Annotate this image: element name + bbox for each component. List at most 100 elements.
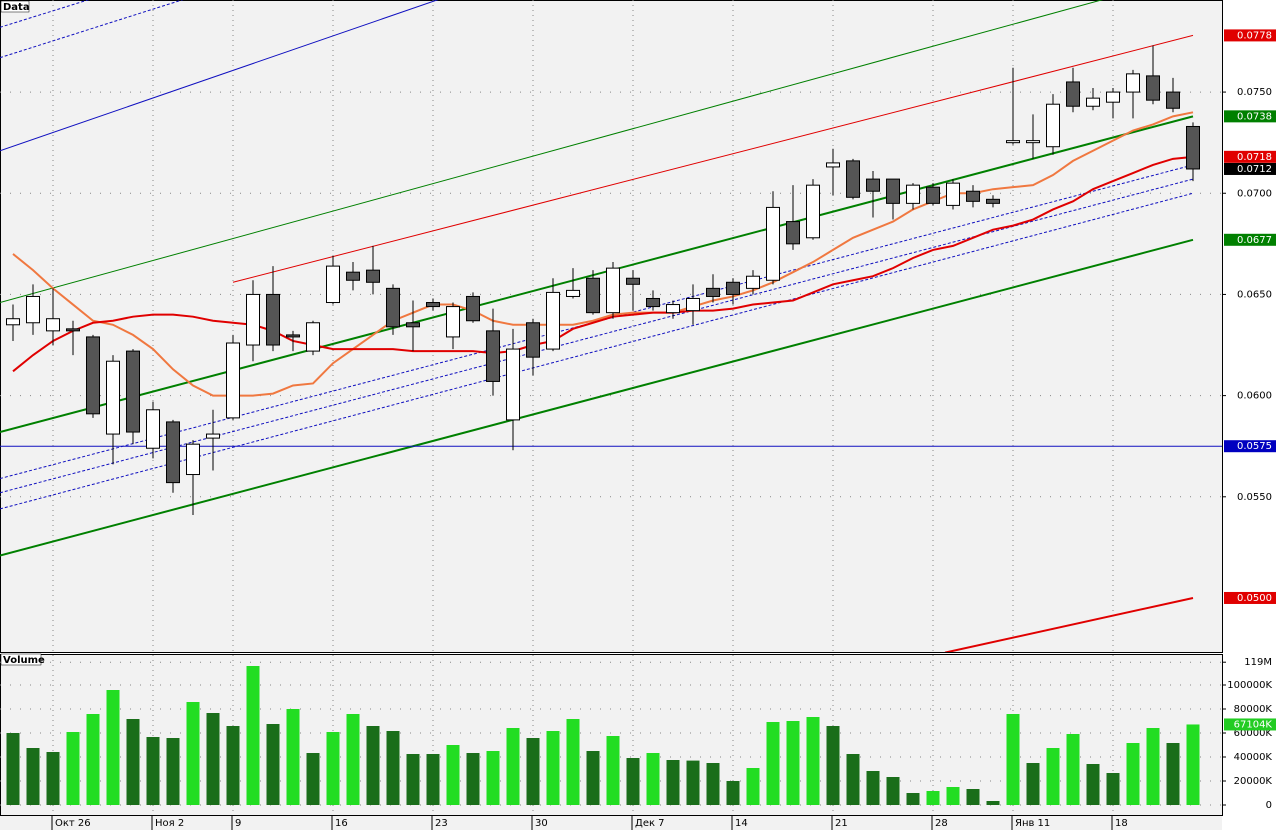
volume-bar xyxy=(846,754,860,806)
volume-bar xyxy=(946,787,960,806)
candle-body xyxy=(306,322,320,352)
candle-body xyxy=(1006,140,1020,144)
price-marker xyxy=(1224,162,1276,175)
y-tick-label: 20000K xyxy=(1234,776,1273,787)
candle-body xyxy=(66,328,80,332)
y-tick-label: 80000K xyxy=(1234,704,1273,715)
candle-body xyxy=(446,306,460,338)
volume-bar xyxy=(346,714,360,806)
x-tick-label: Янв 11 xyxy=(1015,818,1050,829)
volume-bar xyxy=(746,768,760,806)
volume-bar xyxy=(1106,772,1120,806)
trend-line xyxy=(0,0,1104,304)
volume-bar xyxy=(206,712,220,806)
volume-bar xyxy=(406,754,420,806)
price-marker-label: 0.0738 xyxy=(1237,111,1272,122)
volume-bar xyxy=(906,793,920,806)
price-marker xyxy=(1224,110,1276,123)
volume-bar xyxy=(966,789,980,806)
volume-bar xyxy=(106,690,120,806)
pane-title-box xyxy=(0,653,42,666)
candle-body xyxy=(526,322,540,358)
volume-bar xyxy=(526,738,540,806)
volume-bar xyxy=(1086,763,1100,806)
pane-title-box xyxy=(0,0,30,13)
candle-body xyxy=(386,287,400,328)
candle-body xyxy=(646,297,660,308)
candle-body xyxy=(1146,75,1160,101)
candle-body xyxy=(346,271,360,281)
price-marker xyxy=(1224,718,1276,731)
candle-body xyxy=(806,184,820,239)
candle-body xyxy=(686,297,700,312)
volume-bar xyxy=(1006,714,1020,806)
x-tick-label: 14 xyxy=(735,818,748,829)
volume-bar xyxy=(1186,724,1200,806)
price-marker xyxy=(1224,591,1276,604)
price-marker xyxy=(1224,440,1276,453)
volume-bar xyxy=(1066,733,1080,806)
volume-bar xyxy=(286,709,300,806)
candle-body xyxy=(286,334,300,338)
candle-body xyxy=(606,267,620,314)
volume-bar xyxy=(246,666,260,806)
volume-bar xyxy=(146,736,160,806)
x-tick-label: Дек 7 xyxy=(635,818,665,829)
candle-body xyxy=(46,318,60,332)
candle-body xyxy=(266,293,280,346)
x-tick-label: 18 xyxy=(1115,818,1128,829)
volume-bar xyxy=(886,777,900,806)
x-tick-label: 30 xyxy=(535,818,548,829)
volume-bar xyxy=(546,730,560,806)
candle-body xyxy=(906,184,920,204)
pane-title: Data xyxy=(3,2,30,13)
price-plot xyxy=(0,0,1222,652)
volume-bar xyxy=(166,738,180,806)
candle-body xyxy=(546,291,560,350)
volume-bar xyxy=(226,726,240,806)
y-tick-label: 119M xyxy=(1244,657,1272,668)
date-axis xyxy=(0,816,1222,830)
y-tick-label: 0 xyxy=(1266,800,1272,811)
volume-bar xyxy=(46,751,60,806)
x-tick-label: 16 xyxy=(335,818,348,829)
x-tick-label: 23 xyxy=(435,818,448,829)
candle-body xyxy=(326,265,340,304)
volume-bar xyxy=(646,753,660,806)
volume-bar xyxy=(386,730,400,806)
volume-bar xyxy=(1166,742,1180,806)
axes: 0.0550 0.0600 0.0650 0.0700 0.0750 0 20000K 400… xyxy=(51,29,1276,830)
trend-line xyxy=(0,238,1194,557)
candle-body xyxy=(1086,97,1100,107)
moving-average xyxy=(12,155,1194,373)
price-marker xyxy=(1224,150,1276,163)
candle-body xyxy=(366,269,380,283)
volume-bar xyxy=(466,753,480,806)
volume-bar xyxy=(1046,748,1060,806)
y-tick-label: 40000K xyxy=(1234,752,1273,763)
candle-body xyxy=(1046,103,1060,148)
volume-bar xyxy=(806,717,820,806)
moving-average xyxy=(12,111,1194,397)
y-tick-label: 0.0750 xyxy=(1237,87,1272,98)
volume-bar xyxy=(446,745,460,806)
volume-bar xyxy=(766,721,780,806)
candle-body xyxy=(706,287,720,297)
candle-body xyxy=(246,293,260,346)
candle-body xyxy=(726,281,740,295)
price-marker xyxy=(1224,29,1276,42)
candle-body xyxy=(166,421,180,484)
candle-body xyxy=(626,277,640,285)
candle-body xyxy=(226,342,240,419)
volume-bar xyxy=(6,733,20,806)
volume-bar xyxy=(266,724,280,806)
price-marker-label: 0.0712 xyxy=(1237,164,1272,175)
volume-bar xyxy=(426,754,440,806)
volume-bar xyxy=(866,771,880,806)
volume-bar xyxy=(686,760,700,806)
volume-bar xyxy=(1146,727,1160,806)
volume-bar xyxy=(626,757,640,806)
volume-bar xyxy=(566,718,580,806)
